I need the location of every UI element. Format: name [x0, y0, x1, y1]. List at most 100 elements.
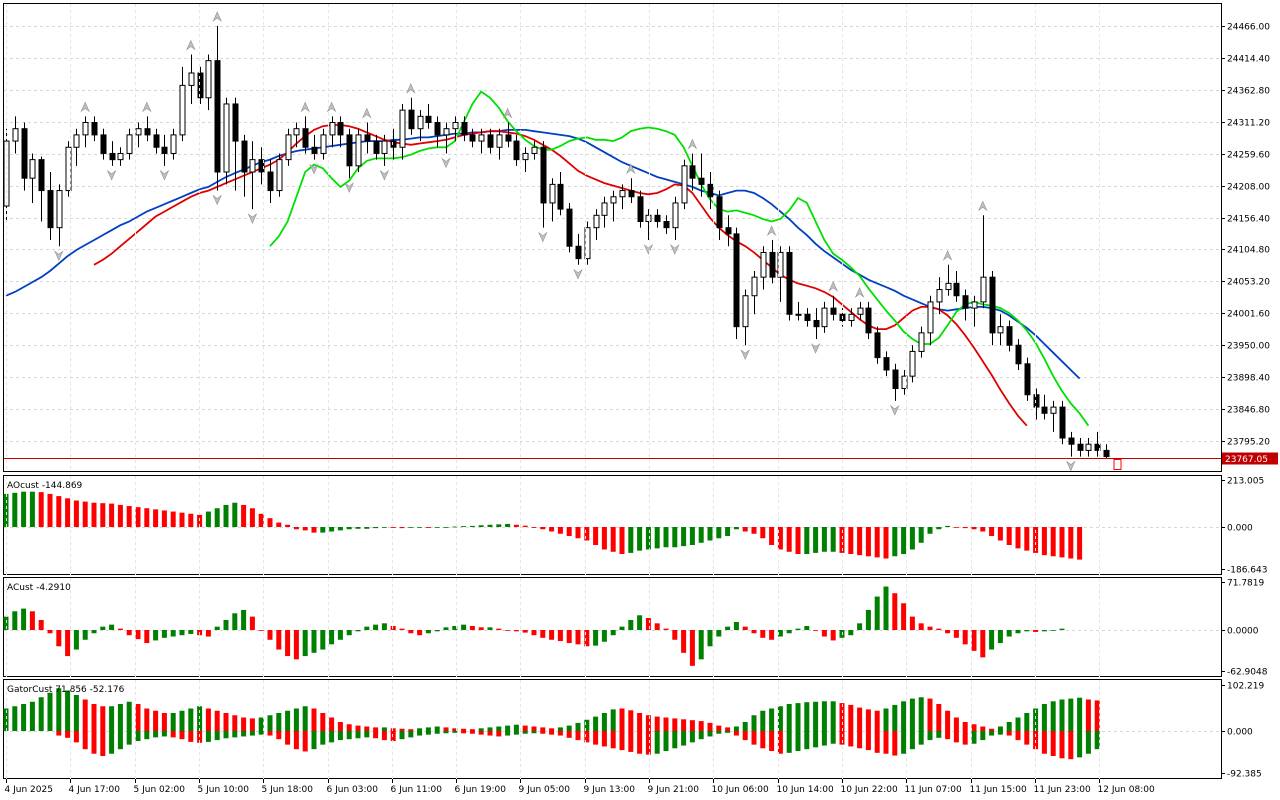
- candle: [1033, 388, 1040, 420]
- candle: [857, 301, 864, 321]
- gator-lower-bar: [839, 731, 845, 745]
- gator-upper-bar: [161, 712, 167, 731]
- price-tick-label: 23846.80: [1227, 406, 1270, 416]
- histogram-bar: [566, 527, 572, 537]
- candle-body: [689, 165, 696, 179]
- histogram-bar: [751, 527, 757, 534]
- candles: [3, 26, 1110, 459]
- gator-lower-bar: [355, 731, 361, 739]
- gator-upper-bar: [513, 724, 519, 731]
- fractal-down-marker: [538, 231, 548, 243]
- gator-upper-bar: [373, 727, 379, 731]
- histogram-bar: [522, 630, 528, 633]
- fractal-down-marker: [890, 404, 900, 416]
- histogram-bar: [205, 511, 211, 527]
- bid-line: 23767.05: [4, 452, 1278, 470]
- histogram-bar: [725, 527, 731, 537]
- gator-upper-bar: [443, 727, 449, 731]
- gator-lower-bar: [117, 731, 123, 750]
- candle: [390, 128, 397, 160]
- histogram-bar: [742, 527, 748, 532]
- candle: [610, 190, 617, 222]
- candle: [329, 116, 336, 148]
- candle-body: [813, 319, 820, 328]
- candle-body: [865, 307, 872, 334]
- candle-body: [1094, 443, 1101, 451]
- candle-body: [285, 134, 292, 161]
- candle: [980, 215, 987, 309]
- ac-pane[interactable]: 71.7819 0.0000 -62.9048 ACust -4.2910: [3, 577, 1268, 678]
- gator-upper-bar: [469, 729, 475, 731]
- price-pane[interactable]: 24466.00 24414.40 24362.80 24311.20 24259.60…: [3, 3, 1279, 472]
- histogram-bar: [241, 609, 247, 630]
- histogram-bar: [346, 527, 352, 530]
- gator-upper-bar: [47, 692, 53, 731]
- ao-pane[interactable]: 213.005 0.000 -186.643 AOcust -144.869: [3, 475, 1268, 576]
- candle-body: [575, 245, 582, 260]
- gator-upper-bar: [56, 688, 62, 731]
- histogram-bar: [901, 603, 907, 630]
- gator-pane[interactable]: 102.219 0.000 -92.385 GatorCust 71.856 -52…: [3, 679, 1265, 780]
- histogram-bar: [575, 630, 581, 645]
- gator-upper-bar: [29, 701, 35, 731]
- candle-body: [830, 307, 837, 315]
- gator-upper-bar: [214, 710, 220, 731]
- candle: [144, 116, 151, 142]
- histogram-bar: [135, 507, 141, 527]
- histogram-bar: [760, 630, 766, 638]
- gator-lower-bar: [161, 731, 167, 737]
- candle-body: [874, 332, 881, 359]
- gator-upper-bar: [408, 729, 414, 731]
- gator-lower-bar: [813, 731, 819, 748]
- histogram-bar: [469, 525, 475, 527]
- candle: [161, 134, 168, 166]
- histogram-bar: [1050, 527, 1056, 557]
- histogram-bar: [267, 518, 273, 527]
- candle-body: [346, 134, 353, 167]
- candle: [742, 289, 749, 346]
- candle-body: [980, 276, 987, 303]
- candle-body: [337, 122, 344, 136]
- histogram-bar: [399, 527, 405, 529]
- histogram-bar: [505, 523, 511, 527]
- histogram-bar: [549, 630, 555, 640]
- candle-body: [742, 295, 749, 328]
- price-tick-label: 24311.20: [1227, 119, 1270, 129]
- fractal-down-marker: [441, 157, 451, 169]
- candle: [21, 122, 28, 191]
- gator-lower-bar: [953, 731, 959, 743]
- gator-lower-bar: [892, 731, 898, 756]
- gator-lower-bar: [100, 731, 106, 757]
- candle: [478, 128, 485, 154]
- gator-lower-bar: [126, 731, 132, 745]
- candle: [760, 246, 767, 290]
- histogram-bar: [1041, 527, 1047, 556]
- gator-lower-bar: [575, 731, 581, 741]
- candle: [874, 326, 881, 364]
- candle-body: [619, 190, 626, 198]
- histogram-bar: [232, 613, 238, 630]
- histogram-bar: [628, 527, 634, 553]
- ac-pane-frame: [3, 577, 1222, 677]
- histogram-bar: [689, 630, 695, 666]
- fractal-down-marker: [643, 244, 654, 255]
- gator-upper-bar: [3, 708, 9, 731]
- candle-body: [953, 282, 960, 297]
- gator-lower-bar: [997, 731, 1003, 735]
- candle-body: [496, 134, 503, 148]
- gator-upper-bar: [821, 701, 827, 731]
- histogram-bar: [601, 630, 607, 642]
- gator-lower-bar: [663, 731, 669, 752]
- histogram-bar: [3, 493, 9, 527]
- gator-upper-bar: [417, 728, 423, 731]
- candle-body: [848, 313, 855, 321]
- ac-histogram: [3, 586, 1065, 666]
- candle: [830, 295, 837, 321]
- gator-lower-bar: [716, 731, 722, 734]
- gator-lower-bar: [144, 731, 150, 740]
- fractal-down-marker: [247, 213, 258, 224]
- time-tick-label: 11 Jun 07:00: [905, 785, 962, 795]
- candle-body: [469, 134, 476, 142]
- fractal-down-marker: [54, 250, 64, 261]
